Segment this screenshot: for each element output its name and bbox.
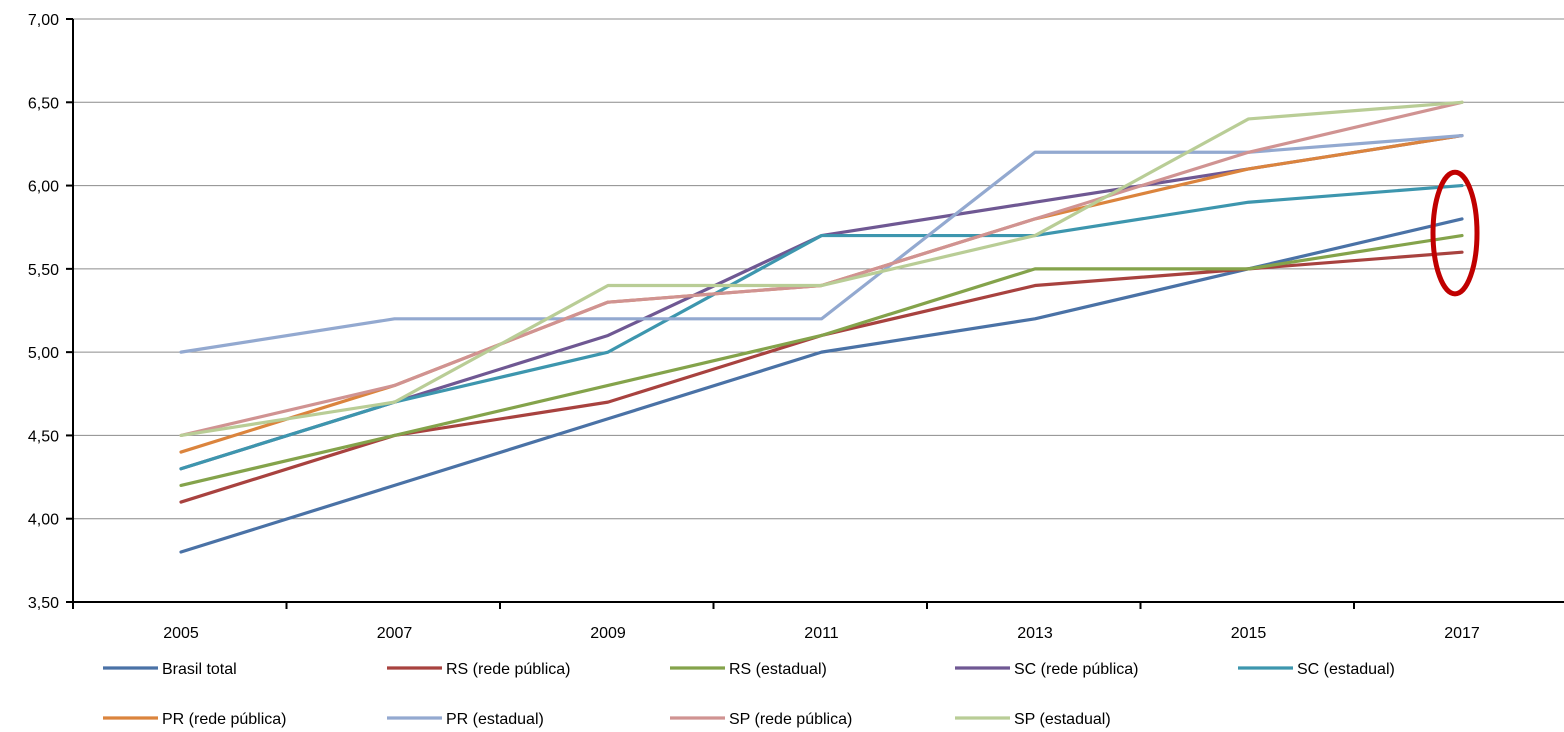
legend-label: PR (rede pública) bbox=[162, 711, 287, 728]
annotation-layer bbox=[1430, 169, 1480, 297]
series-line bbox=[179, 250, 1464, 504]
legend: Brasil total RS (rede pública) RS (estadua… bbox=[103, 661, 1395, 728]
series-lines bbox=[179, 100, 1464, 554]
x-tick-label: 2007 bbox=[377, 625, 413, 642]
x-axis-tick-labels: 2005 2007 2009 2011 2013 2015 2017 bbox=[163, 625, 1480, 642]
legend-label: RS (rede pública) bbox=[446, 661, 571, 678]
x-tick-label: 2005 bbox=[163, 625, 199, 642]
legend-label: SP (rede pública) bbox=[729, 711, 852, 728]
legend-label: RS (estadual) bbox=[729, 661, 827, 678]
legend-label: SP (estadual) bbox=[1014, 711, 1111, 728]
x-tick-label: 2013 bbox=[1017, 625, 1053, 642]
legend-label: Brasil total bbox=[162, 661, 237, 678]
y-tick-label: 5,00 bbox=[28, 345, 59, 362]
y-tick-label: 6,50 bbox=[28, 95, 59, 112]
y-tick-label: 3,50 bbox=[28, 595, 59, 612]
legend-label: SC (estadual) bbox=[1297, 661, 1395, 678]
legend-label: SC (rede pública) bbox=[1014, 661, 1139, 678]
y-tick-label: 6,00 bbox=[28, 179, 59, 196]
y-tick-label: 5,50 bbox=[28, 262, 59, 279]
axes bbox=[66, 18, 1564, 609]
y-axis-tick-labels: 3,50 4,00 4,50 5,00 5,50 6,00 6,50 7,00 bbox=[28, 12, 59, 612]
series-line bbox=[179, 100, 1464, 438]
x-tick-label: 2011 bbox=[804, 625, 839, 642]
gridlines bbox=[73, 18, 1564, 520]
y-tick-label: 7,00 bbox=[28, 12, 59, 29]
series-line bbox=[179, 183, 1464, 471]
series-line bbox=[179, 134, 1464, 354]
x-tick-label: 2009 bbox=[590, 625, 626, 642]
x-tick-label: 2017 bbox=[1444, 625, 1480, 642]
x-tick-label: 2015 bbox=[1231, 625, 1267, 642]
y-tick-label: 4,00 bbox=[28, 512, 59, 529]
legend-label: PR (estadual) bbox=[446, 711, 544, 728]
highlight-ellipse bbox=[1430, 169, 1480, 297]
y-tick-label: 4,50 bbox=[28, 428, 59, 445]
series-line bbox=[179, 233, 1464, 487]
